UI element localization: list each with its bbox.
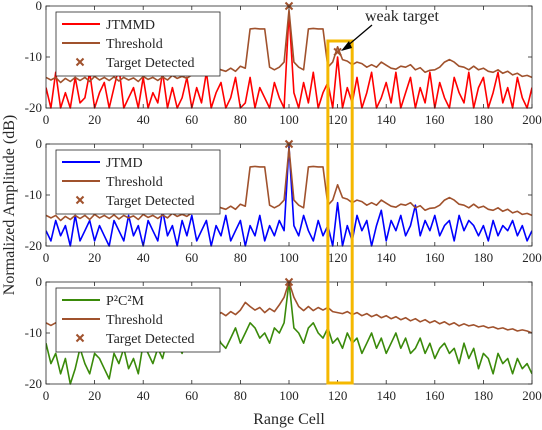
x-tick-label: 100 [279,250,299,265]
x-tick-label: 40 [137,388,150,403]
legend-label-threshold: Threshold [106,175,163,190]
legend: JTMMD Threshold Target Detected [55,11,221,77]
legend-marker-stroke-b [75,57,85,67]
weak-target-arrowhead [341,41,352,51]
panels: 0 20 40 60 80 100 120 140 160 180 2000-10-20JTMMDT… [25,0,542,403]
y-tick-label: 0 [36,274,43,289]
x-tick-label: 20 [88,112,101,127]
series-line-threshold [46,147,532,222]
panel-3: 0 20 40 60 80 100 120 140 160 180 200 0 -10 -20 P²C²M T… [25,274,542,403]
x-tick-label: 140 [376,112,396,127]
x-tick-label: 200 [522,388,542,403]
x-tick-label: 160 [425,112,445,127]
x-tick-label: 60 [185,250,198,265]
x-tick-label: 180 [474,250,494,265]
y-tick-label: 0 [36,0,43,13]
legend-label-jtmd: JTMD [106,156,143,171]
legend-marker [75,333,85,343]
y-tick-label: -20 [25,238,42,253]
y-tick-label: -10 [25,325,42,340]
y-tick-label: -20 [25,100,42,115]
series-line-threshold [46,9,532,84]
legend-label-target-detected: Target Detected [106,194,195,209]
legend: JTMD Threshold Target Detected [55,149,221,215]
legend-label-p-c-m: P²C²M [106,294,145,309]
legend-label-target-detected: Target Detected [106,332,195,347]
y-tick-label: 0 [36,136,43,151]
legend-marker [75,57,85,67]
legend: P²C²M Threshold Target Detected [55,287,221,353]
legend-marker-stroke-b [75,333,85,343]
x-tick-label: 160 [425,388,445,403]
x-tick-label: 20 [88,388,101,403]
panel-1: 0 20 40 60 80 100 120 140 160 180 200 0 -10 -20 JTMMD T… [25,0,542,127]
x-tick-label: 180 [474,388,494,403]
legend-label-jtmmd: JTMMD [106,18,155,33]
x-tick-label: 80 [234,250,247,265]
x-tick-label: 120 [328,112,348,127]
series-group [46,9,532,109]
y-axis-label: Normalized Amplitude (dB) [1,115,18,295]
x-tick-label: 20 [88,250,101,265]
weak-target-annotation: weak target [365,8,439,25]
panel-2: 0 20 40 60 80 100 120 140 160 180 200 0 -10 -20 JTMD Th… [25,136,542,265]
x-tick-label: 140 [376,388,396,403]
x-tick-label: 60 [185,388,198,403]
legend-marker [75,195,85,205]
x-tick-label: 0 [43,250,50,265]
x-tick-label: 140 [376,250,396,265]
x-tick-label: 200 [522,250,542,265]
x-tick-label: 80 [234,388,247,403]
legend-label-threshold: Threshold [106,313,163,328]
x-tick-label: 120 [328,388,348,403]
x-tick-label: 0 [43,388,50,403]
x-tick-label: 160 [425,250,445,265]
x-tick-label: 180 [474,112,494,127]
target-detected-marker-stroke-b [333,47,342,57]
x-tick-label: 40 [137,112,150,127]
x-tick-label: 80 [234,112,247,127]
legend-label-threshold: Threshold [106,37,163,52]
x-tick-label: 120 [328,250,348,265]
weak-target-highlight-box [326,39,354,385]
y-tick-label: -10 [25,49,42,64]
weak-target-arrow [345,24,373,48]
legend-label-target-detected: Target Detected [106,56,195,71]
x-axis-label: Range Cell [253,411,325,428]
legend-marker-stroke-b [75,195,85,205]
x-tick-label: 60 [185,112,198,127]
x-tick-label: 200 [522,112,542,127]
x-tick-label: 40 [137,250,150,265]
target-detected-marker [333,47,342,57]
y-tick-label: -10 [25,187,42,202]
y-tick-label: -20 [25,376,42,391]
x-tick-label: 0 [43,112,50,127]
x-tick-label: 100 [279,112,299,127]
x-tick-label: 100 [279,388,299,403]
